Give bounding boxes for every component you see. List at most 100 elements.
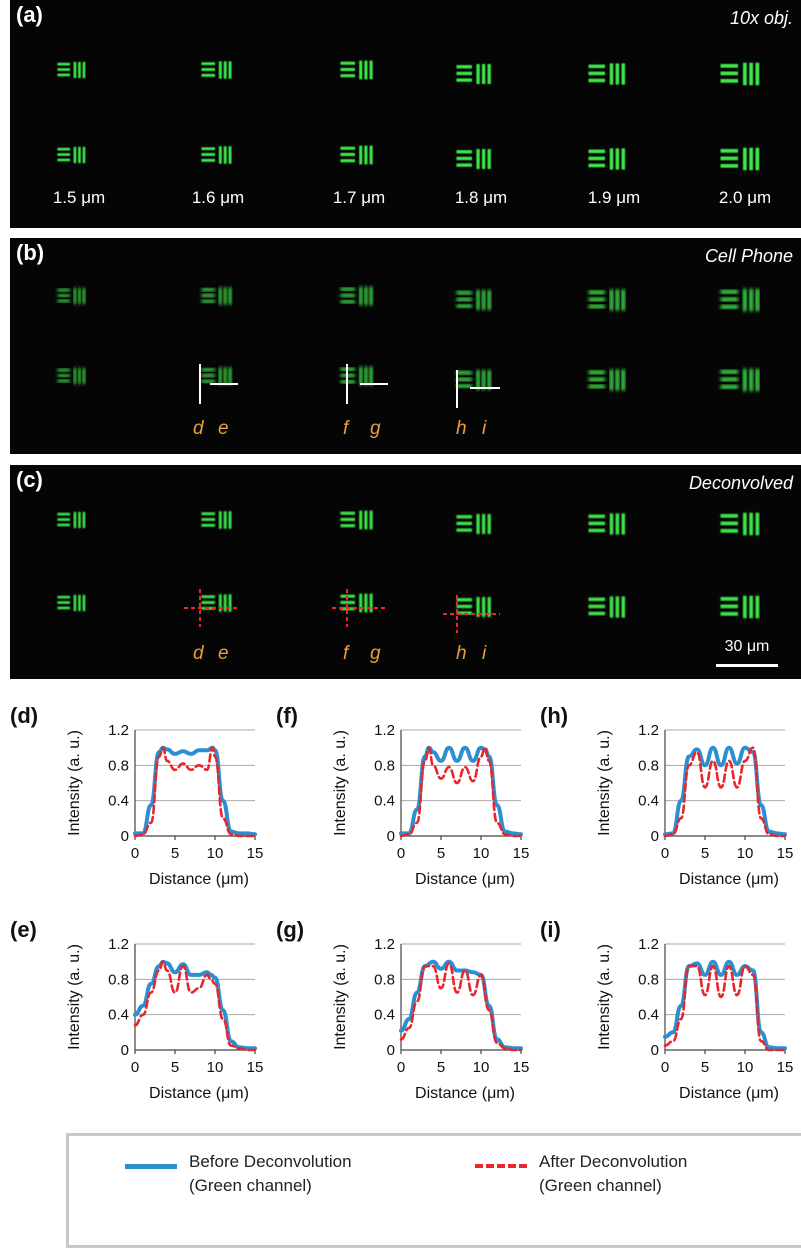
y-tick-label: 0.8 [374, 757, 395, 774]
profile-chart: 0 0.4 0.8 1.2 0 5 10 15 Distance (μm) Intensity (… [332, 722, 529, 888]
resolution-target [57, 367, 86, 385]
y-tick-label: 1.2 [374, 722, 395, 739]
resolution-target [588, 513, 626, 535]
plot-letter: (f) [276, 703, 298, 728]
x-tick-label: 15 [777, 1059, 794, 1076]
series-line-before [133, 959, 257, 1051]
resolution-target [720, 595, 760, 619]
series-line-after [133, 746, 257, 838]
x-tick-label: 5 [437, 845, 445, 862]
profile-letter: d [193, 643, 204, 664]
profile-letter: d [193, 418, 204, 439]
y-tick-label: 0 [651, 1042, 659, 1059]
profile-letter: e [218, 643, 229, 664]
plot-letter: (g) [276, 917, 305, 942]
profile-chart: 0 0.4 0.8 1.2 0 5 10 15 Distance (μm) Intensity (… [332, 936, 529, 1102]
series-line-after [663, 746, 787, 838]
y-axis-label: Intensity (a. u.) [332, 730, 349, 836]
series-line-after [399, 962, 523, 1052]
x-tick-label: 15 [513, 845, 530, 862]
x-tick-label: 15 [247, 1059, 264, 1076]
profile-letter: f [343, 418, 349, 439]
profile-chart: 0 0.4 0.8 1.2 0 5 10 15 Distance (μm) Intensity (… [66, 936, 263, 1102]
series-line-before [133, 745, 257, 837]
x-tick-label: 10 [473, 845, 490, 862]
size-label: 1.8 μm [454, 188, 508, 207]
y-axis-label: Intensity (a. u.) [596, 944, 613, 1050]
y-tick-label: 0 [387, 828, 395, 845]
plot-letter: (h) [540, 703, 569, 728]
target-grid-c [57, 510, 760, 619]
resolution-target [720, 62, 760, 86]
resolution-target [588, 369, 626, 391]
micrograph-panel-b: (b) Cell Phone d e f g h i [10, 238, 801, 454]
y-tick-label: 0.8 [638, 971, 659, 988]
x-tick-label: 0 [661, 845, 669, 862]
y-axis-label: Intensity (a. u.) [596, 730, 613, 836]
y-tick-label: 1.2 [108, 722, 129, 739]
size-label: 1.5 μm [52, 188, 106, 207]
profile-letter: i [482, 643, 487, 664]
x-tick-label: 10 [473, 1059, 490, 1076]
y-tick-label: 0.4 [638, 793, 659, 810]
x-tick-label: 15 [777, 845, 794, 862]
x-tick-label: 0 [397, 1059, 405, 1076]
legend-swatch-before [125, 1164, 177, 1169]
x-tick-label: 5 [437, 1059, 445, 1076]
profile-letter: e [218, 418, 229, 439]
x-tick-label: 10 [737, 845, 754, 862]
resolution-target [201, 367, 232, 385]
x-axis-label: Distance (μm) [415, 871, 515, 888]
profile-markers-c [184, 589, 500, 633]
y-tick-label: 0.8 [374, 971, 395, 988]
profile-markers-b [199, 364, 500, 408]
x-axis-label: Distance (μm) [149, 1085, 249, 1102]
micrograph-panel-a: (a) 10x obj. 1.5 μm 1.6 μm 1.7 μm 1.8 μm… [10, 0, 801, 228]
x-axis-label: Distance (μm) [679, 871, 779, 888]
y-axis-label: Intensity (a. u.) [332, 944, 349, 1050]
y-tick-label: 0.4 [108, 1007, 129, 1024]
profile-letter: f [343, 643, 349, 664]
y-tick-label: 1.2 [108, 936, 129, 953]
profile-letter: h [456, 418, 467, 439]
panel-tag: Deconvolved [688, 473, 793, 493]
legend-item-before: Before Deconvolution (Green channel) [189, 1150, 352, 1198]
x-tick-label: 15 [513, 1059, 530, 1076]
x-tick-label: 10 [207, 1059, 224, 1076]
y-tick-label: 0.8 [108, 757, 129, 774]
y-axis-label: Intensity (a. u.) [66, 944, 83, 1050]
plot-letter: (e) [10, 917, 37, 942]
x-axis-label: Distance (μm) [149, 871, 249, 888]
y-tick-label: 0.4 [638, 1007, 659, 1024]
y-tick-label: 1.2 [638, 936, 659, 953]
resolution-target [201, 146, 232, 164]
profile-chart: 0 0.4 0.8 1.2 0 5 10 15 Distance (μm) Intensity (… [66, 722, 263, 888]
x-tick-label: 0 [131, 1059, 139, 1076]
size-label: 1.9 μm [587, 188, 641, 207]
resolution-target [456, 370, 491, 390]
y-tick-label: 1.2 [638, 722, 659, 739]
resolution-target [720, 368, 760, 392]
x-axis-label: Distance (μm) [415, 1085, 515, 1102]
profile-letter: g [370, 643, 381, 664]
y-tick-label: 0.8 [638, 757, 659, 774]
resolution-target [201, 61, 232, 79]
resolution-target [456, 64, 491, 84]
resolution-target [588, 148, 626, 170]
resolution-target [340, 145, 373, 165]
x-tick-label: 10 [207, 845, 224, 862]
resolution-target [588, 63, 626, 85]
y-tick-label: 1.2 [374, 936, 395, 953]
series-line-before [399, 959, 523, 1051]
series-line-before [663, 745, 787, 837]
legend-swatch-after [475, 1164, 527, 1168]
x-tick-label: 5 [701, 845, 709, 862]
resolution-target [201, 287, 232, 305]
y-tick-label: 0.4 [374, 793, 395, 810]
size-label: 1.7 μm [332, 188, 386, 207]
panel-letter: (c) [16, 467, 43, 492]
x-axis-label: Distance (μm) [679, 1085, 779, 1102]
panel-tag: Cell Phone [704, 246, 793, 266]
resolution-target [57, 594, 86, 612]
resolution-target [201, 511, 232, 529]
